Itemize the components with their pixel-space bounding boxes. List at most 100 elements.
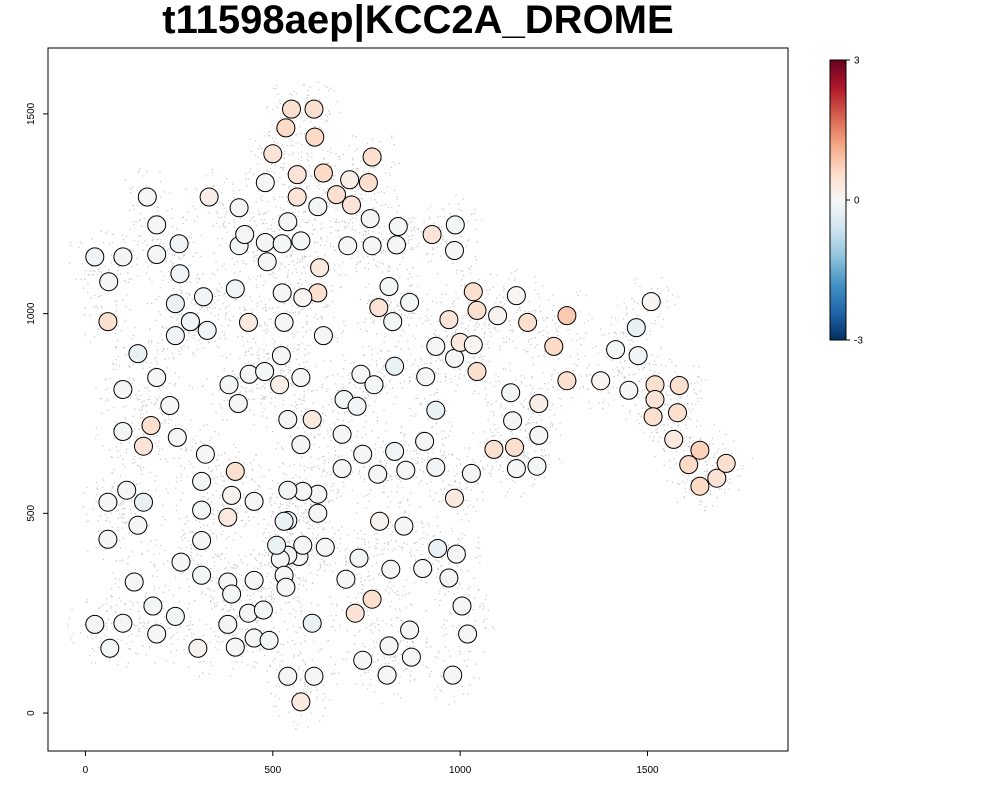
cell-dot [304,579,307,581]
cell-dot [643,366,645,369]
cell-dot [248,171,251,173]
cell-dot [228,222,230,225]
cell-dot [703,509,706,512]
cell-dot [347,568,349,570]
cell-dot [391,479,393,481]
cell-dot [117,325,120,327]
cell-dot [334,454,337,456]
cell-dot [537,293,539,295]
cell-dot [488,346,490,349]
cell-dot [484,279,486,282]
cell-dot [519,309,522,311]
cell-dot [473,624,475,627]
cell-dot [285,256,287,258]
cell-dot [509,329,511,332]
cell-dot [375,641,378,644]
cell-dot [336,603,338,605]
cell-dot [272,593,275,596]
cell-dot [286,531,288,533]
cell-dot [175,576,177,579]
cell-dot [450,378,452,380]
cell-dot [372,321,374,323]
cell-dot [454,475,456,477]
cell-dot [375,264,377,267]
cell-dot [404,510,406,512]
cell-dot [248,348,250,350]
cell-dot [321,383,324,386]
cell-dot [294,406,296,408]
cell-dot [281,462,284,464]
cell-dot [372,207,374,210]
cell-dot [328,202,331,204]
cell-dot [268,552,270,554]
cell-dot [331,290,333,292]
cell-dot [133,224,135,226]
cell-dot [451,454,453,456]
cell-dot [612,369,614,371]
cell-dot [260,152,263,154]
cell-dot [576,312,578,314]
cell-dot [110,262,112,264]
cell-dot [304,511,306,513]
cell-dot [387,541,389,543]
cell-dot [495,400,497,403]
cell-dot [212,307,214,309]
cell-dot [498,380,500,382]
cell-dot [316,318,318,320]
cell-dot [222,222,225,224]
cell-dot [215,411,217,414]
cell-dot [138,235,140,238]
cell-dot [420,449,422,452]
cell-dot [352,135,354,137]
cell-dot [131,266,133,268]
cell-dot [367,614,369,616]
cell-dot [349,372,351,374]
cell-dot [420,554,422,556]
cell-dot [342,419,344,422]
cell-dot [326,86,328,89]
cell-dot [79,241,82,243]
cell-dot [292,384,294,387]
cell-dot [256,302,259,304]
cell-dot [414,226,416,228]
cell-dot [689,446,691,448]
cell-dot [329,596,332,598]
cell-dot [671,361,673,363]
cell-dot [464,534,466,537]
cell-dot [68,262,71,264]
cell-dot [377,623,380,626]
cell-dot [328,262,330,264]
cell-dot [442,444,445,446]
cell-dot [322,421,324,424]
cell-dot [376,363,378,365]
cell-dot [313,465,316,468]
cell-dot [182,255,184,257]
cell-dot [253,252,255,254]
cell-dot [527,418,530,421]
cell-dot [368,171,370,173]
cell-dot [296,577,298,579]
cell-dot [295,358,298,361]
cell-dot [451,530,454,533]
cell-dot [383,387,386,389]
cell-dot [202,273,204,275]
cell-dot [401,619,403,622]
cell-dot [430,363,432,365]
cell-dot [691,494,693,496]
cell-dot [273,198,276,201]
cell-dot [394,163,396,166]
cell-dot [679,397,681,400]
cell-dot [464,659,466,662]
cell-dot [383,409,385,412]
cell-dot [306,94,308,97]
cell-dot [239,307,241,309]
cell-dot [476,547,478,549]
cell-dot [443,208,445,211]
cell-dot [301,283,303,285]
cell-dot [691,403,693,405]
cell-dot [460,236,462,238]
cell-dot [166,250,169,252]
cell-dot [365,391,368,394]
cell-dot [621,366,623,368]
cell-dot [423,459,425,461]
